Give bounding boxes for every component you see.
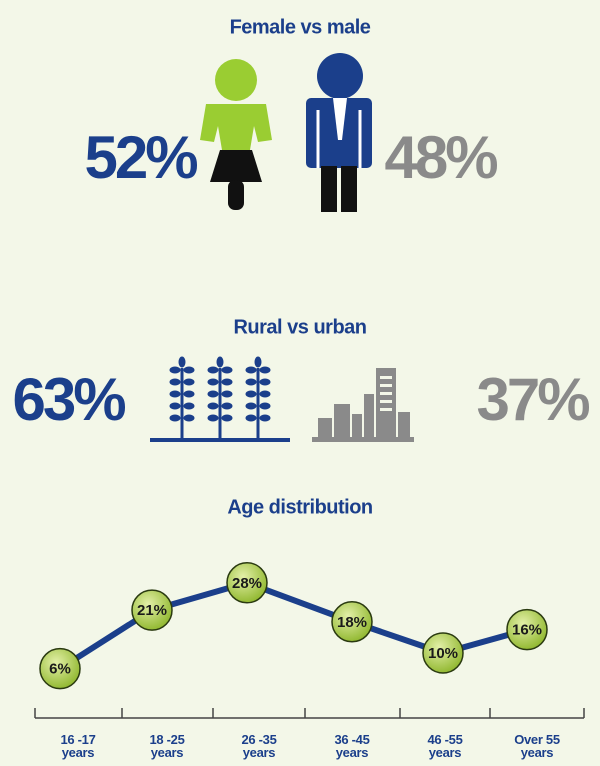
age-marker [422, 632, 464, 674]
age-value-label: 6% [49, 661, 71, 678]
age-marker [39, 647, 81, 690]
age-axis [34, 708, 585, 719]
percent-label: 63% [12, 366, 125, 433]
x-tick-label: 26 -35 years [241, 732, 277, 760]
female-icon [200, 59, 272, 210]
x-tick-label: 16 -17 years [60, 732, 96, 760]
percent-label: 48% [384, 124, 497, 191]
age-value-label: 18% [337, 614, 367, 631]
percent-label: 37% [476, 366, 589, 433]
male-icon [306, 53, 372, 212]
age-marker [331, 601, 373, 643]
section-title: Rural vs urban [233, 316, 366, 338]
x-tick-label: 18 -25 years [149, 732, 185, 760]
age-marker [226, 562, 268, 604]
x-tick-label: 36 -45 years [334, 732, 370, 760]
age-value-label: 28% [232, 575, 262, 592]
section-title: Age distribution [227, 496, 372, 518]
section-title: Female vs male [230, 16, 371, 38]
age-value-label: 10% [428, 645, 458, 662]
rural-icon [150, 355, 290, 442]
percent-label: 52% [84, 124, 197, 191]
urban-icon [312, 368, 414, 442]
age-value-label: 21% [137, 602, 167, 619]
age-marker [506, 608, 548, 651]
age-value-label: 16% [512, 622, 542, 639]
x-tick-label: 46 -55 years [427, 732, 463, 760]
x-tick-label: Over 55 years [514, 732, 560, 760]
age-marker [131, 589, 173, 631]
